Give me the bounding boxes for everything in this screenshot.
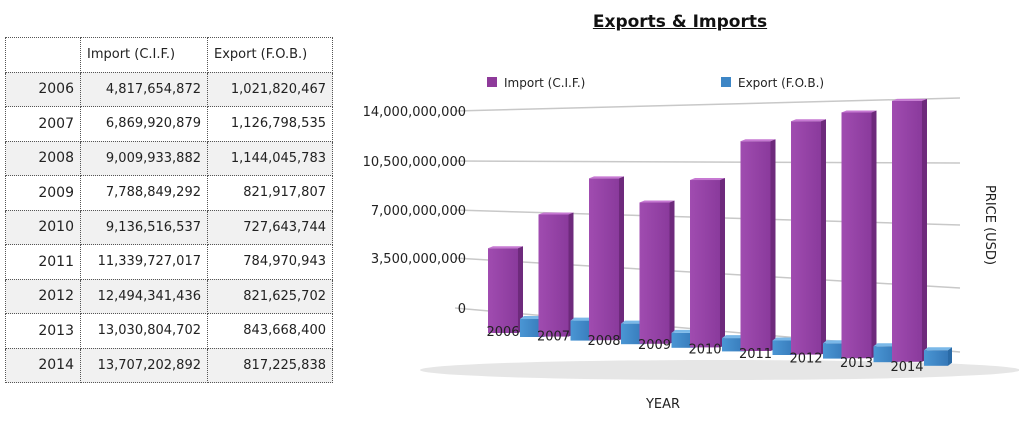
year-cell: 2010 xyxy=(5,209,81,245)
import-cell: 4,817,654,872 xyxy=(80,71,208,107)
table-row: 2007 6,869,920,879 1,126,798,535 xyxy=(5,106,333,142)
x-tick-label: 2009 xyxy=(638,338,671,353)
year-cell: 2009 xyxy=(5,175,81,211)
import-bar xyxy=(791,119,826,355)
import-bar xyxy=(892,98,927,362)
export-cell: 821,917,807 xyxy=(207,175,333,211)
gridline xyxy=(454,97,961,112)
x-tick-label: 2008 xyxy=(587,334,620,349)
x-tick-label: 2011 xyxy=(739,347,772,362)
x-tick-label: 2007 xyxy=(537,329,570,344)
year-cell: 2007 xyxy=(5,106,81,142)
import-cell: 6,869,920,879 xyxy=(80,106,208,142)
legend-swatch-import xyxy=(487,77,497,87)
import-cell: 9,009,933,882 xyxy=(80,140,208,176)
year-cell: 2008 xyxy=(5,140,81,176)
table-row: 2014 13,707,202,892 817,225,838 xyxy=(5,347,333,383)
export-cell: 817,225,838 xyxy=(207,347,333,383)
import-bar xyxy=(589,176,624,341)
export-cell: 843,668,400 xyxy=(207,313,333,349)
gridline xyxy=(454,160,961,164)
import-cell: 13,030,804,702 xyxy=(80,313,208,349)
export-bar xyxy=(924,347,952,366)
x-tick-label: 2012 xyxy=(789,351,822,366)
import-bar xyxy=(841,110,877,359)
export-cell: 821,625,702 xyxy=(207,278,333,314)
table-row: 2006 4,817,654,872 1,021,820,467 xyxy=(5,71,333,107)
year-cell: 2014 xyxy=(5,347,81,383)
x-tick-label: 2014 xyxy=(890,360,923,375)
legend-swatch-export xyxy=(721,77,731,87)
table-row: 2013 13,030,804,702 843,668,400 xyxy=(5,313,333,349)
x-tick-label: 2013 xyxy=(840,356,873,371)
table-row: 2008 9,009,933,882 1,144,045,783 xyxy=(5,140,333,176)
y-tick-label: 0 xyxy=(458,302,466,317)
import-bar xyxy=(690,178,725,348)
y-tick-label: 3,500,000,000 xyxy=(371,252,466,267)
import-cell: 11,339,727,017 xyxy=(80,244,208,280)
x-tick-label: 2010 xyxy=(688,343,721,358)
table-row: 2011 11,339,727,017 784,970,943 xyxy=(5,244,333,280)
chart-title: Exports & Imports xyxy=(592,12,768,32)
year-cell: 2006 xyxy=(5,71,81,107)
x-tick-label: 2006 xyxy=(486,325,519,340)
export-cell: 1,021,820,467 xyxy=(207,71,333,107)
y-tick-label: 7,000,000,000 xyxy=(371,204,466,219)
legend-label-import: Import (C.I.F.) xyxy=(504,76,585,90)
import-cell: 12,494,341,436 xyxy=(80,278,208,314)
y-axis-label: PRICE (USD) xyxy=(982,185,997,265)
table-row: 2009 7,788,849,292 821,917,807 xyxy=(5,175,333,211)
x-axis-label: YEAR xyxy=(645,397,680,412)
import-bar xyxy=(538,212,574,337)
y-tick-label: 14,000,000,000 xyxy=(363,105,466,120)
export-cell: 1,126,798,535 xyxy=(207,106,333,142)
table-row: 2012 12,494,341,436 821,625,702 xyxy=(5,278,333,314)
data-table: Import (C.I.F.) Export (F.O.B.) 2006 4,817,… xyxy=(5,37,333,383)
export-cell: 1,144,045,783 xyxy=(207,140,333,176)
import-bar xyxy=(488,246,523,333)
year-cell: 2012 xyxy=(5,278,81,314)
legend-label-export: Export (F.O.B.) xyxy=(738,76,824,90)
year-cell: 2013 xyxy=(5,313,81,349)
import-bar xyxy=(639,200,675,344)
floor-shadow xyxy=(420,360,1019,380)
y-tick-label: 10,500,000,000 xyxy=(363,155,466,170)
export-cell: 727,643,744 xyxy=(207,209,333,245)
import-bar xyxy=(740,139,776,351)
import-cell: 13,707,202,892 xyxy=(80,347,208,383)
